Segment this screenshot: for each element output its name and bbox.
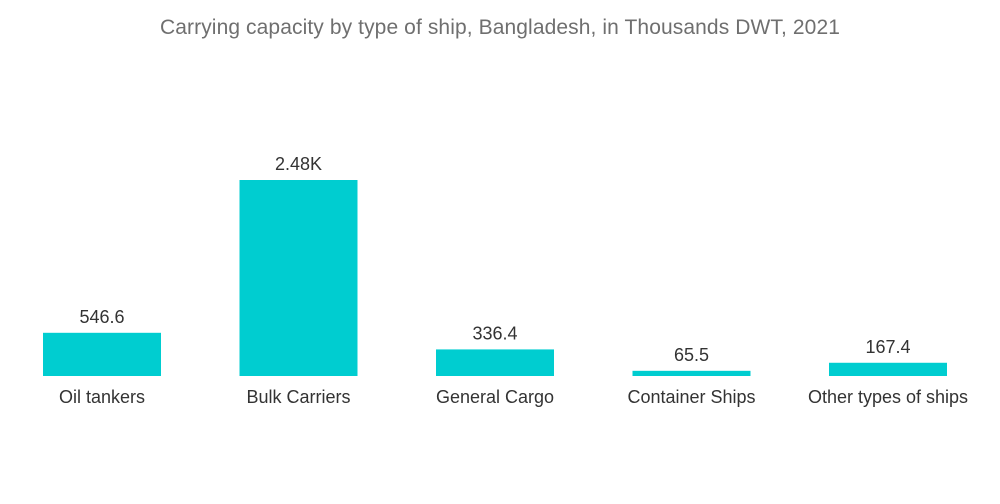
value-label-oil-tankers: 546.6 bbox=[79, 307, 124, 327]
category-label-oil-tankers: Oil tankers bbox=[59, 387, 145, 407]
value-label-container-ships: 65.5 bbox=[674, 345, 709, 365]
category-label-general-cargo: General Cargo bbox=[436, 387, 554, 407]
category-label-container-ships: Container Ships bbox=[627, 387, 755, 407]
bar-bulk-carriers bbox=[239, 180, 358, 376]
bar-oil-tankers bbox=[43, 332, 161, 376]
value-label-other-types-of-ships: 167.4 bbox=[865, 337, 910, 357]
category-label-other-types-of-ships: Other types of ships bbox=[808, 387, 968, 407]
value-label-general-cargo: 336.4 bbox=[472, 323, 517, 343]
category-label-bulk-carriers: Bulk Carriers bbox=[246, 387, 350, 407]
bar-general-cargo bbox=[436, 349, 554, 376]
value-label-bulk-carriers: 2.48K bbox=[275, 154, 322, 174]
bar-container-ships bbox=[632, 370, 751, 376]
chart-title: Carrying capacity by type of ship, Bangl… bbox=[159, 16, 841, 39]
bar-other-types-of-ships bbox=[829, 362, 947, 376]
